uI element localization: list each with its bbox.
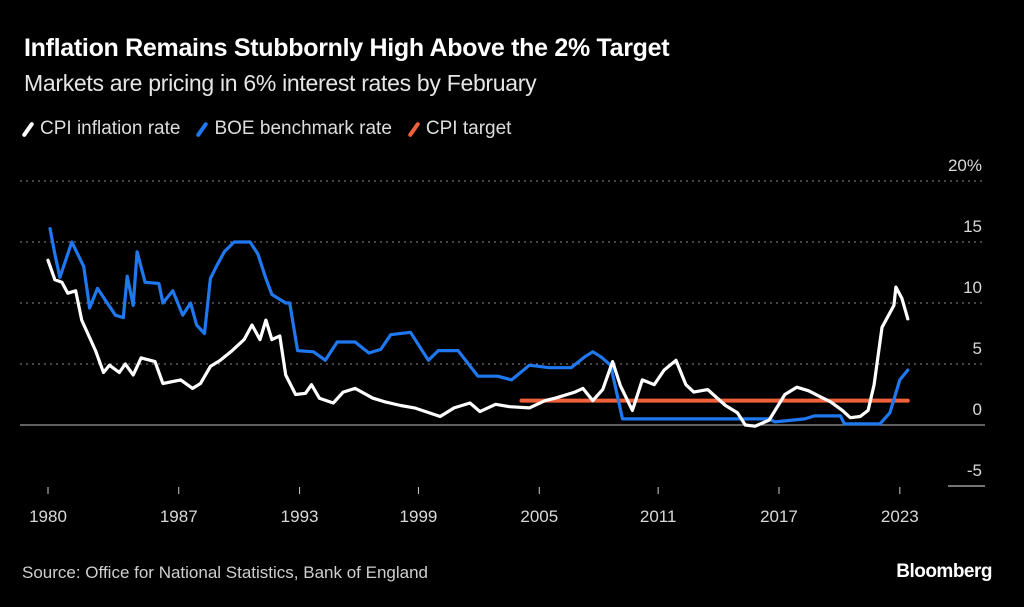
cpi-inflation-line	[46, 258, 910, 428]
boe-rate-line	[48, 227, 910, 426]
legend-item-boe: BOE benchmark rate	[195, 118, 392, 140]
y-tick-label: 0	[973, 400, 982, 419]
x-tick-label: 2017	[760, 507, 798, 526]
y-tick-label: 5	[973, 339, 982, 358]
chart-title: Inflation Remains Stubbornly High Above …	[24, 34, 670, 62]
legend-label-boe: BOE benchmark rate	[214, 118, 392, 139]
y-tick-label: 15	[963, 217, 982, 236]
legend: CPI inflation rate BOE benchmark rate CP…	[21, 118, 512, 140]
y-tick-label: 10	[963, 278, 982, 297]
source-note: Source: Office for National Statistics, …	[22, 563, 429, 582]
legend-item-cpi: CPI inflation rate	[21, 118, 181, 140]
x-tick-label: 2005	[520, 507, 558, 526]
x-tick-label: 2023	[881, 507, 919, 526]
bloomberg-logo: Bloomberg	[896, 561, 992, 582]
legend-item-target: CPI target	[407, 118, 512, 140]
x-tick-label: 1999	[400, 507, 438, 526]
chart-subtitle: Markets are pricing in 6% interest rates…	[24, 70, 537, 96]
y-tick-label: -5	[967, 461, 982, 480]
x-tick-label: 2011	[640, 507, 677, 526]
x-tick-label: 1987	[160, 507, 198, 526]
y-tick-label: 20%	[948, 156, 982, 175]
legend-label-cpi: CPI inflation rate	[40, 118, 181, 139]
x-tick-label: 1993	[281, 507, 319, 526]
x-tick-label: 1980	[29, 507, 67, 526]
legend-label-target: CPI target	[425, 118, 512, 139]
